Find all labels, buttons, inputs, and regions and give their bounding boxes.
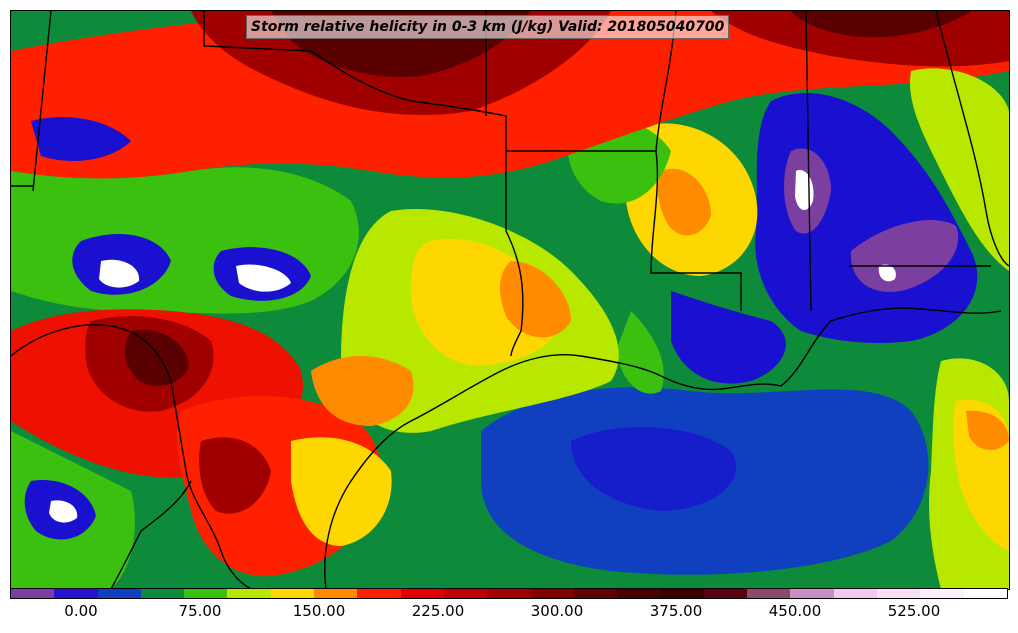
colorbar-swatch [660,589,704,598]
colorbar-tick-label: 300.00 [530,602,584,620]
colorbar-tick-label: 75.00 [178,602,222,620]
colorbar-swatch [140,589,185,598]
colorbar-tick-label: 0.00 [64,602,98,620]
colorbar-tick-label: 375.00 [649,602,703,620]
colorbar-swatch [357,589,401,598]
colorbar-swatch [963,589,1007,598]
colorbar-swatch [617,589,661,598]
colorbar-tick-label: 150.00 [292,602,346,620]
colorbar-swatch [11,589,55,598]
colorbar-swatch [790,589,834,598]
colorbar-swatch [876,589,921,598]
helicity-map [10,10,1010,590]
map-title: Storm relative helicity in 0-3 km (J/kg)… [246,15,730,39]
colorbar-swatch [747,589,791,598]
colorbar-swatch [314,589,358,598]
gulf-coastline [324,307,1002,589]
colorbar-swatch [227,589,271,598]
colorbar-labels: 0.00 75.00 150.00 225.00 300.00 375.00 450.00 5… [10,602,1008,624]
map-title-text: Storm relative helicity in 0-3 km (J/kg)… [251,19,725,35]
colorbar-swatch [54,589,98,598]
colorbar-tick-label: 450.00 [768,602,822,620]
colorbar-swatch [97,589,141,598]
map-canvas [11,11,1009,589]
west-mixed-region [11,167,359,314]
colorbar-swatch [703,589,748,598]
colorbar-tick-label: 525.00 [887,602,941,620]
colorbar-swatch [530,589,574,598]
colorbar-swatch [833,589,877,598]
colorbar-swatch [400,589,444,598]
colorbar-swatch [487,589,531,598]
colorbar-swatch [184,589,228,598]
colorbar-swatch [920,589,964,598]
colorbar-tick-label: 225.00 [411,602,465,620]
colorbar-swatch [443,589,488,598]
colorbar-swatch [573,589,618,598]
colorbar [10,588,1008,599]
colorbar-swatch [270,589,315,598]
